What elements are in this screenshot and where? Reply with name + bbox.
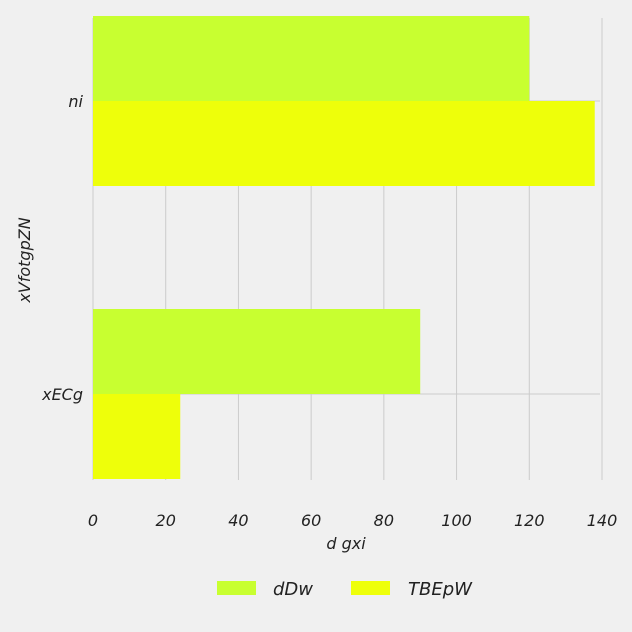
x-tick-label: 20 bbox=[156, 511, 176, 530]
x-tick-label: 100 bbox=[441, 511, 472, 530]
x-tick-labels: 0 20 40 60 80 100 120 140 bbox=[88, 511, 617, 530]
x-axis-label: d gxi bbox=[326, 534, 366, 553]
y-tick-labels: ni xECg bbox=[41, 92, 83, 404]
y-axis-label: xVfotgpZN bbox=[15, 217, 34, 303]
legend-label: dDw bbox=[273, 579, 313, 600]
x-tick-label: 120 bbox=[514, 511, 545, 530]
bar-TBEpW-xECg bbox=[93, 394, 181, 479]
bars bbox=[93, 16, 595, 479]
x-tick-label: 60 bbox=[301, 511, 321, 530]
legend-swatch bbox=[351, 581, 390, 595]
x-tick-label: 80 bbox=[374, 511, 394, 530]
bar-TBEpW-ni bbox=[93, 101, 595, 186]
legend: dDw TBEpW bbox=[217, 579, 473, 600]
y-tick-label: xECg bbox=[41, 385, 83, 404]
bar-dDw-ni bbox=[93, 16, 530, 101]
bar-dDw-xECg bbox=[93, 309, 421, 394]
x-tick-label: 0 bbox=[88, 511, 98, 530]
y-tick-label: ni bbox=[68, 92, 83, 111]
x-tick-label: 40 bbox=[228, 511, 248, 530]
legend-swatch bbox=[217, 581, 256, 595]
legend-label: TBEpW bbox=[408, 579, 473, 600]
x-tick-label: 140 bbox=[587, 511, 618, 530]
